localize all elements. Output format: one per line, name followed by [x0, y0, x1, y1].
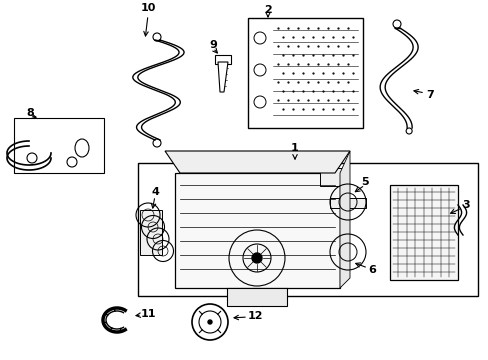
Text: 10: 10: [140, 3, 155, 13]
Circle shape: [207, 320, 212, 324]
Polygon shape: [218, 62, 227, 92]
Bar: [140, 210, 162, 255]
Bar: [329, 198, 365, 208]
Text: 4: 4: [151, 187, 159, 197]
Bar: [247, 18, 362, 128]
Bar: [319, 168, 345, 186]
Text: 9: 9: [209, 40, 217, 50]
Bar: [138, 163, 477, 296]
Text: 8: 8: [26, 108, 34, 118]
Text: 2: 2: [264, 5, 271, 15]
Bar: [175, 173, 339, 288]
Text: 7: 7: [425, 90, 433, 100]
Bar: [215, 55, 230, 64]
Text: 12: 12: [247, 311, 262, 321]
Text: 3: 3: [461, 200, 469, 210]
Bar: [389, 185, 457, 280]
Text: 6: 6: [367, 265, 375, 275]
Text: 5: 5: [361, 177, 368, 187]
Bar: [226, 288, 286, 306]
Bar: [14, 118, 104, 173]
Text: 1: 1: [290, 143, 298, 153]
Polygon shape: [164, 151, 349, 173]
Circle shape: [251, 253, 262, 263]
Text: 11: 11: [140, 309, 156, 319]
Polygon shape: [339, 151, 349, 288]
